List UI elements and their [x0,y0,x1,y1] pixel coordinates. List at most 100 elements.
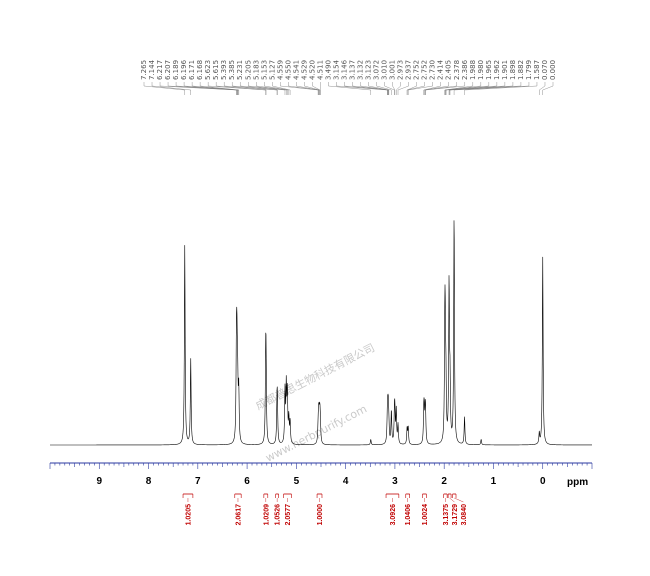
peak-label-connector [360,82,389,95]
x-axis-unit-label: ppm [567,477,588,488]
integral-value: 3.1729 [452,504,459,526]
integral-value: 2.0617 [235,504,242,526]
peak-label: 6.217 [156,60,164,80]
peak-label: 7.265 [140,60,148,80]
integral-value: 3.0840 [461,504,468,526]
peak-label: 0.000 [549,60,557,80]
peak-label: 6.189 [172,60,180,80]
integral-value: 1.0024 [422,504,429,526]
x-tick-label: 6 [244,476,250,487]
peak-label-connector [143,82,185,95]
peak-label-connector [272,82,291,95]
peak-label: 4.529 [300,60,308,80]
peak-label: 1.988 [469,60,477,80]
watermark-company: 成都普思生物科技有限公司 [253,340,377,412]
peak-label-connector [453,82,530,95]
peak-label: 3.137 [349,60,357,80]
peak-label-connector [280,82,319,95]
peak-label: 2.937 [405,60,413,80]
peak-label: 5.127 [268,60,276,80]
peak-label-connector [408,82,433,95]
peak-label-connector [423,82,441,95]
integral-value: 1.0205 [185,504,192,526]
peak-label: 6.196 [180,59,188,80]
peak-label-connector [183,82,238,95]
peak-label: 1.980 [477,60,485,80]
peak-label-connector [264,82,290,95]
peak-label: 1.965 [485,60,493,80]
peak-label-connector [444,82,474,95]
peak-label: 2.378 [453,60,461,80]
peak-label-connector [352,82,389,95]
peak-label-connector [376,82,392,95]
peak-label-connector [397,82,409,95]
peak-label: 5.231 [236,60,244,80]
integral-value: 1.0209 [263,504,270,526]
peak-label-connector [406,82,425,95]
peak-label: 4.511 [316,60,324,80]
peak-label: 3.132 [357,60,365,80]
peak-label-connector [539,82,546,95]
peak-label-connector [444,82,482,95]
integral-value: 1.0526 [275,504,282,526]
peak-label: 2.752 [421,60,429,80]
peak-label-connector [312,82,321,95]
peak-label-connector [384,82,395,95]
peak-label: 6.168 [196,60,204,80]
peak-label-connector [167,82,238,95]
x-tick-label: 9 [96,476,102,487]
peak-label-connector [248,82,287,95]
peak-label: 5.623 [204,60,212,80]
peak-label: 7.144 [148,59,156,80]
peak-label: 2.752 [413,60,421,80]
peak-label: 3.001 [389,60,397,80]
peak-label: 4.550 [284,60,292,80]
peak-label-connector [175,82,238,95]
peak-label-connector [464,82,538,95]
peak-label: 3.072 [373,60,381,80]
peak-label: 1.962 [493,60,501,80]
peak-label-connector [304,82,320,95]
peak-label-connector [240,82,286,95]
peak-label: 2.730 [429,60,437,80]
peak-label: 4.541 [292,60,300,80]
x-tick-label: 1 [491,476,497,487]
peak-label: 5.385 [228,60,236,80]
peak-label: 2.973 [397,60,405,80]
integrals: 1.0205 2.0617 1.0209 1.0526 2.0577 1.0000 3.09… [182,493,468,526]
peak-label: 3.490 [324,60,332,80]
peak-label: 6.171 [188,60,196,80]
peak-label-connector [449,82,514,95]
peak-label-connector [215,82,267,95]
peak-label: 3.154 [332,59,340,80]
peak-labels: 7.265 7.144 6.217 6.207 6.189 6.196 6.171 6.168… [140,59,557,80]
peak-label: 5.183 [252,60,260,80]
peak-label-connector [424,82,465,95]
peak-label-connector [445,82,498,95]
peak-label: 2.386 [461,59,469,80]
integral-value: 3.0926 [390,504,397,526]
peak-label-connector [344,82,388,95]
x-tick-label: 8 [146,476,152,487]
peak-label: 2.405 [445,60,453,80]
peak-label-connector [336,82,388,95]
peak-label: 5.393 [220,60,228,80]
peak-label-connector [328,82,371,95]
x-tick-label: 4 [343,476,349,487]
peak-label-connector [424,82,449,95]
peak-label-connector [542,82,554,95]
peak-label-connectors [143,82,554,95]
peak-label: 3.146 [340,59,348,80]
peak-label-connector [232,82,278,95]
peak-label: 1.882 [517,60,525,80]
integral-connector [449,497,455,503]
peak-label: 4.520 [308,60,316,80]
peak-label: 1.587 [533,60,541,80]
peak-label: 0.070 [541,60,549,80]
peak-label: 5.153 [260,60,268,80]
integral-value: 2.0577 [285,504,292,526]
peak-label-connector [151,82,191,95]
peak-label-connector [223,82,278,95]
peak-label-connector [159,82,237,95]
